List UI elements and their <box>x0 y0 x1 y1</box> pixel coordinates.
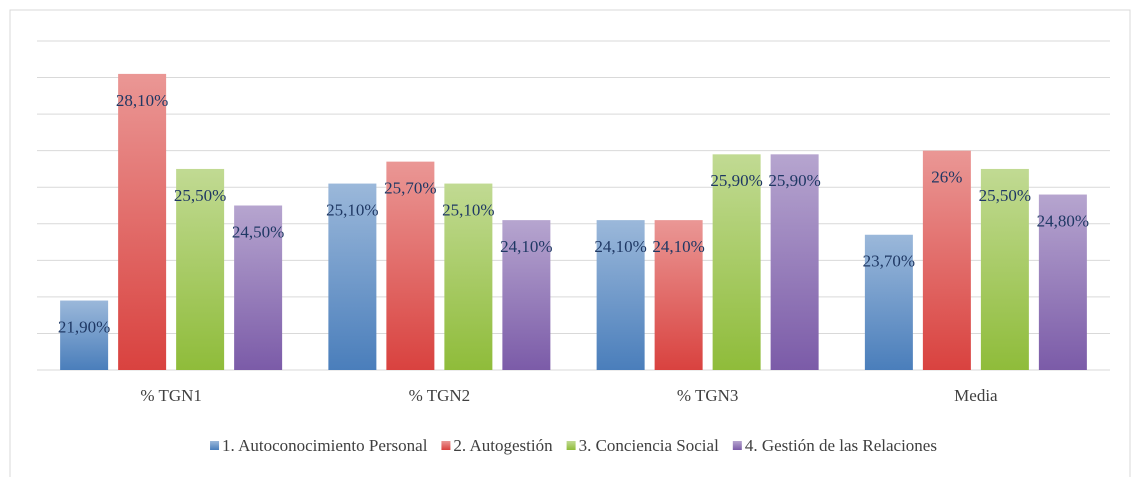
bar <box>328 183 377 370</box>
data-label: 21,90% <box>58 317 110 336</box>
bar <box>234 205 283 370</box>
bar <box>1038 194 1087 370</box>
legend-label: 2. Autogestión <box>453 436 553 455</box>
bar <box>864 234 913 370</box>
legend-label: 3. Conciencia Social <box>579 436 719 455</box>
x-tick-label: % TGN1 <box>140 386 202 405</box>
legend-label: 4. Gestión de las Relaciones <box>745 436 937 455</box>
data-label: 24,50% <box>232 222 284 241</box>
bar <box>386 161 435 370</box>
bar <box>502 220 551 370</box>
data-label: 24,80% <box>1037 211 1089 230</box>
bar <box>176 168 225 370</box>
data-label: 26% <box>931 168 962 187</box>
data-label: 25,10% <box>326 200 378 219</box>
bar <box>712 154 761 370</box>
legend-swatch <box>441 441 451 450</box>
data-label: 23,70% <box>863 252 915 271</box>
data-label: 28,10% <box>116 91 168 110</box>
data-label: 25,90% <box>710 171 762 190</box>
legend-swatch <box>566 441 576 450</box>
bar <box>980 168 1029 370</box>
data-label: 25,50% <box>979 186 1031 205</box>
legend-swatch <box>732 441 742 450</box>
bar <box>770 154 819 370</box>
bar <box>444 183 493 370</box>
x-tick-label: Media <box>954 386 998 405</box>
data-label: 24,10% <box>652 237 704 256</box>
data-label: 25,10% <box>442 200 494 219</box>
bar <box>654 220 703 370</box>
data-label: 24,10% <box>500 237 552 256</box>
bar <box>60 300 109 370</box>
legend-label: 1. Autoconocimiento Personal <box>222 436 428 455</box>
legend-swatch <box>210 441 220 450</box>
data-label: 25,70% <box>384 179 436 198</box>
bar <box>596 220 645 370</box>
data-label: 24,10% <box>594 237 646 256</box>
bar <box>118 73 167 371</box>
data-label: 25,50% <box>174 186 226 205</box>
x-tick-label: % TGN3 <box>677 386 739 405</box>
x-tick-label: % TGN2 <box>409 386 471 405</box>
bar <box>922 150 971 370</box>
data-label: 25,90% <box>768 171 820 190</box>
